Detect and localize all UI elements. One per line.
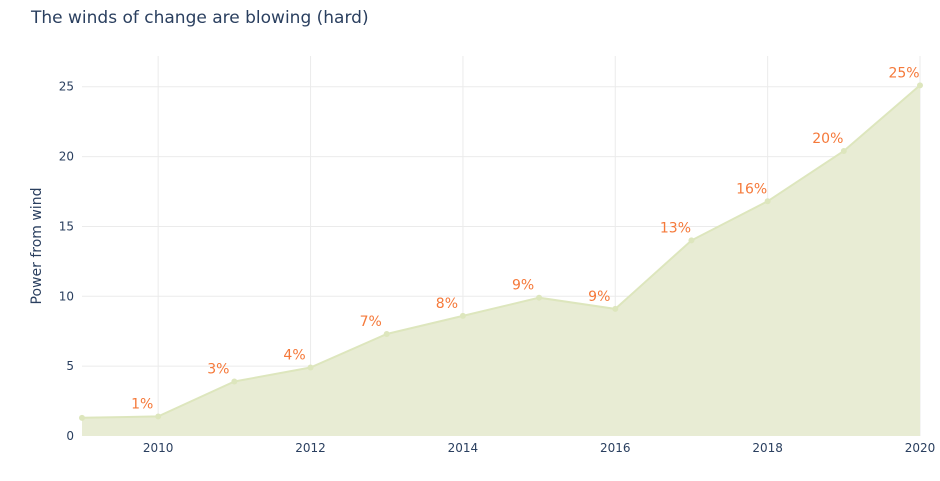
x-tick-label: 2010 — [143, 441, 174, 455]
data-label: 9% — [512, 278, 534, 294]
data-point — [307, 364, 314, 371]
data-point — [155, 413, 162, 420]
label-layer: 1% 3% 4% 7% 8% 9% 9% 13% 16% 20% 25% — [131, 65, 919, 412]
data-label: 4% — [283, 348, 305, 364]
chart-title: The winds of change are blowing (hard) — [31, 8, 369, 28]
y-tick-label: 10 — [59, 289, 74, 303]
data-point — [840, 148, 847, 154]
data-label: 16% — [736, 181, 767, 197]
series-line — [81, 84, 921, 419]
x-tick-label: 2016 — [600, 441, 631, 455]
y-tick-label: 15 — [59, 219, 74, 233]
axis-layer: 2010 2012 2014 2016 2018 2020 0 5 10 15 20 25 — [59, 80, 936, 455]
data-label: 7% — [360, 314, 382, 330]
y-tick-label: 5 — [66, 359, 74, 373]
area-layer — [81, 84, 921, 437]
y-axis-label: Power from wind — [29, 188, 45, 305]
x-tick-label: 2012 — [295, 441, 326, 455]
data-point — [79, 414, 85, 421]
y-tick-label: 25 — [59, 80, 74, 94]
data-point — [688, 237, 695, 244]
data-label: 20% — [812, 131, 843, 147]
data-point — [536, 294, 543, 301]
y-tick-label: 20 — [59, 150, 74, 164]
x-tick-label: 2014 — [448, 441, 479, 455]
data-point — [612, 305, 619, 312]
data-label: 1% — [131, 396, 153, 412]
area-fill — [82, 85, 920, 437]
data-label: 9% — [588, 289, 610, 305]
data-point — [231, 378, 238, 385]
data-point — [459, 312, 466, 319]
data-point — [383, 331, 390, 338]
data-label: 8% — [436, 296, 458, 312]
y-tick-label: 0 — [66, 429, 74, 443]
data-label: 13% — [660, 220, 691, 236]
x-tick-label: 2020 — [905, 441, 936, 455]
data-point — [764, 198, 771, 205]
data-label: 25% — [888, 65, 919, 81]
marker-layer — [79, 82, 923, 421]
x-tick-label: 2018 — [752, 441, 783, 455]
data-point — [917, 82, 923, 89]
data-label: 3% — [207, 362, 229, 378]
